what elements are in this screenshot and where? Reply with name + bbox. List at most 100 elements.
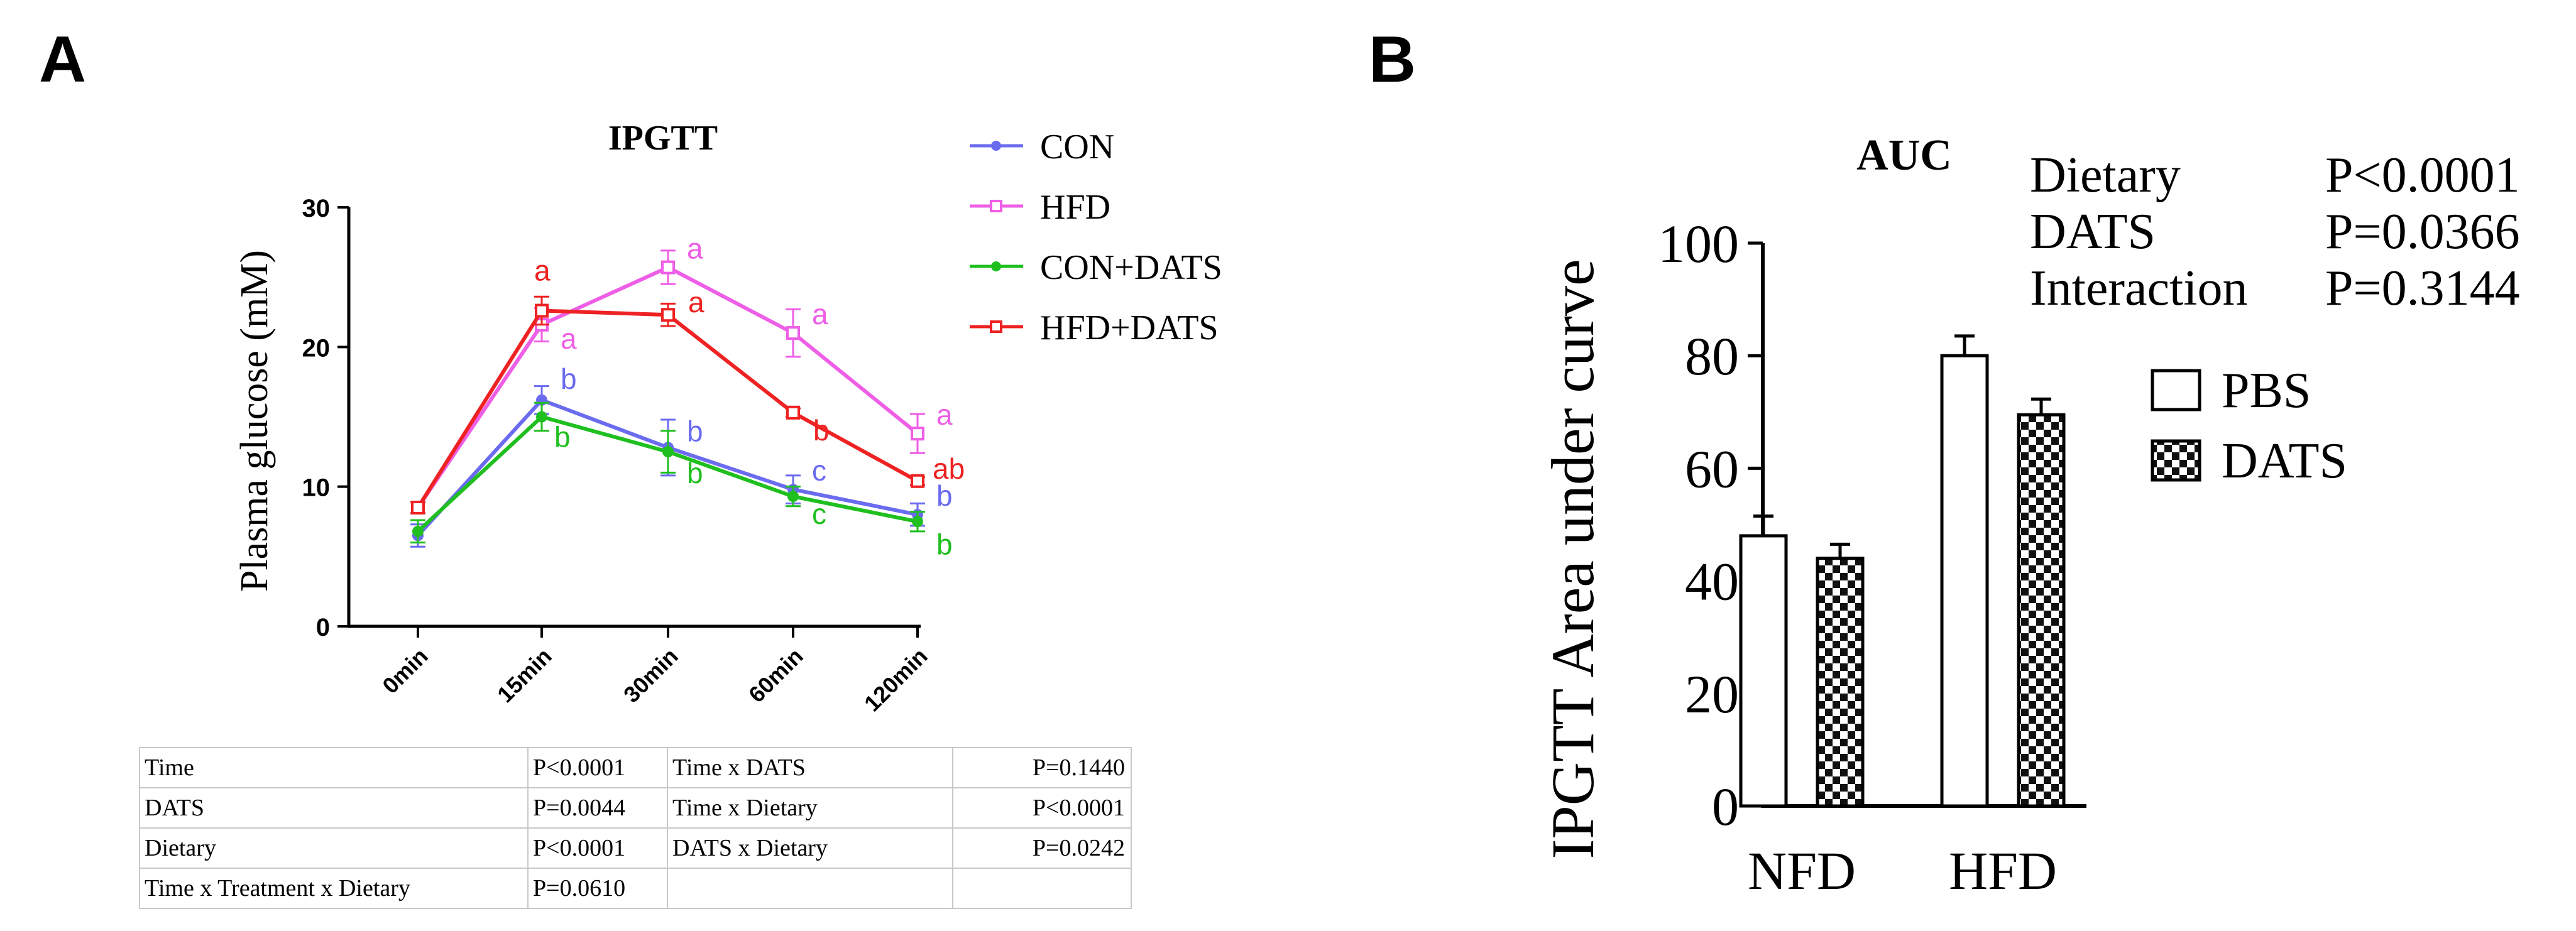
stat-value: P<0.0001 <box>2325 148 2520 203</box>
data-point <box>786 405 800 420</box>
data-point <box>411 501 425 515</box>
table-cell: Dietary <box>145 835 216 861</box>
y-tick-label: 20 <box>302 334 331 362</box>
table-cell: Time x DATS <box>672 754 806 781</box>
legend-marker <box>991 261 1001 271</box>
stats-table: Time P<0.0001 Time x DATS P=0.1440 DATS P=0.0… <box>139 747 1132 909</box>
data-point <box>535 303 549 318</box>
legend-entry: CON+DATS <box>970 248 1222 287</box>
stat-label: Interaction <box>2030 261 2247 316</box>
chart-title: IPGTT <box>608 119 718 158</box>
legend-label: CON <box>1040 128 1114 166</box>
table-cell: DATS x Dietary <box>672 835 828 861</box>
y-axis-label: Plasma glucose (mM) <box>233 250 276 592</box>
y-tick-label: 0 <box>316 614 330 641</box>
x-tick-label: 0min <box>377 643 432 699</box>
significance-letter: b <box>936 528 953 560</box>
significance-letter: b <box>687 415 703 447</box>
panel-label-a: A <box>39 23 86 96</box>
legend-label: HFD <box>1040 188 1110 227</box>
data-point <box>536 411 547 423</box>
y-tick-label: 30 <box>302 195 331 222</box>
table-cell: P=0.1440 <box>1033 754 1125 781</box>
significance-letter: a <box>687 232 703 265</box>
data-point <box>911 474 924 488</box>
stat-label: Dietary <box>2030 148 2181 203</box>
table-cell: P=0.0610 <box>533 875 625 901</box>
bar-pbs-hfd <box>1940 354 1989 808</box>
legend: CON HFD CON+DATS HFD+DATS <box>970 128 1222 347</box>
bar-dats-nfd <box>1816 557 1865 808</box>
bar-dats-hfd <box>2017 413 2066 808</box>
bar-group <box>1940 334 1989 808</box>
table-cell: Time x Treatment x Dietary <box>145 875 410 901</box>
stat-label: DATS <box>2030 204 2156 259</box>
legend-label: PBS <box>2222 363 2311 418</box>
legend: PBS DATS <box>2151 363 2347 489</box>
chart-title: AUC <box>1856 131 1952 180</box>
x-tick-label: HFD <box>1949 841 2057 901</box>
y-tick-label: 20 <box>1685 664 1739 724</box>
stat-value: P=0.3144 <box>2325 261 2520 316</box>
x-tick-label: NFD <box>1748 841 1856 901</box>
y-axis-label: IPGTT Area under curve <box>1539 259 1606 859</box>
y-tick-label: 60 <box>1685 438 1739 499</box>
legend-marker <box>990 200 1002 212</box>
table-row <box>139 827 1132 869</box>
x-tick-label: 120min <box>859 643 933 717</box>
table-row <box>139 787 1132 829</box>
legend-entry: PBS <box>2151 363 2311 418</box>
table-cell: Time <box>145 754 194 781</box>
significance-letter: ab <box>933 452 965 485</box>
significance-letter: c <box>812 454 826 487</box>
x-tick-label: 60min <box>743 643 808 708</box>
legend-entry: DATS <box>2151 433 2347 489</box>
y-tick-label: 100 <box>1658 214 1739 274</box>
significance-letter: b <box>554 421 571 454</box>
legend-marker <box>990 320 1002 333</box>
table-cell: P=0.0242 <box>1033 835 1125 861</box>
significance-letter: a <box>936 398 953 431</box>
bar-group <box>1816 542 1865 808</box>
panel-label-b: B <box>1369 23 1416 96</box>
table-cell: P<0.0001 <box>1033 795 1125 821</box>
legend-marker <box>991 141 1001 151</box>
legend-entry: CON <box>970 128 1114 166</box>
significance-letter: b <box>561 362 577 395</box>
table-cell: P<0.0001 <box>533 835 625 861</box>
table-row <box>139 868 1132 909</box>
x-tick-label: 15min <box>492 643 557 708</box>
ipgtt-line-chart: IPGTT Plasma glucose (mM) 0 10 20 30 0min 15… <box>233 119 1222 716</box>
significance-letter: b <box>936 479 953 512</box>
data-point <box>661 308 675 322</box>
data-point <box>911 427 924 441</box>
data-point <box>912 516 923 528</box>
significance-stats: Dietary P<0.0001 DATS P=0.0366 Interaction P=… <box>2030 148 2520 316</box>
table-cell: Time x Dietary <box>672 795 818 821</box>
bar-group <box>2017 397 2066 808</box>
y-tick-label: 10 <box>302 474 331 502</box>
data-point <box>661 260 675 275</box>
bar-pbs-nfd <box>1739 534 1788 808</box>
y-tick-label: 80 <box>1685 326 1739 386</box>
legend-label: HFD+DATS <box>1040 308 1219 347</box>
significance-letter: b <box>687 457 703 489</box>
series-line <box>416 308 919 509</box>
y-tick-label: 0 <box>1712 776 1739 837</box>
data-point <box>412 525 424 537</box>
table-cell: DATS <box>145 795 204 821</box>
data-point <box>787 491 799 503</box>
table-cell: P<0.0001 <box>533 754 625 781</box>
stat-value: P=0.0366 <box>2325 204 2520 259</box>
significance-letter: a <box>561 322 577 355</box>
data-point <box>662 446 674 458</box>
table-row <box>139 747 1132 788</box>
significance-letter: a <box>688 286 704 318</box>
table-cell: P=0.0044 <box>533 795 625 821</box>
x-tick-label: 30min <box>618 643 683 708</box>
significance-letter: a <box>812 298 828 330</box>
